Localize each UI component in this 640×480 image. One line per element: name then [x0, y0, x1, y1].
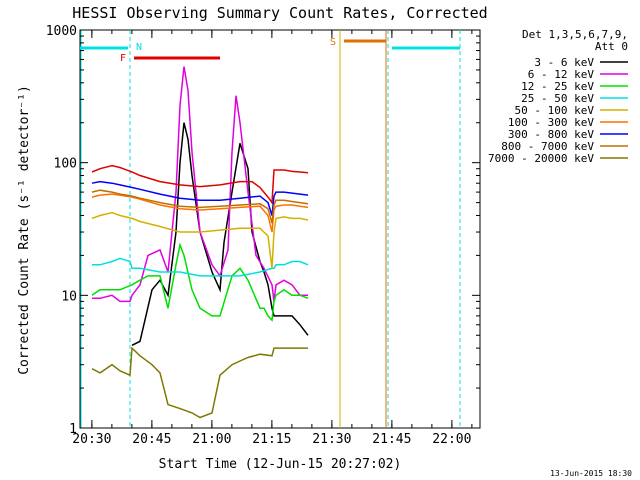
legend-label-1: 6 - 12 keV	[528, 68, 595, 81]
y-tick-label-1: 10	[61, 289, 77, 304]
x-tick-label-3: 21:15	[252, 432, 291, 447]
legend-header-line2: Att 0	[595, 40, 628, 53]
x-tick-label-5: 21:45	[372, 432, 411, 447]
legend-label-5: 100 - 300 keV	[508, 116, 594, 129]
legend-label-6: 300 - 800 keV	[508, 128, 594, 141]
x-tick-label-0: 20:30	[72, 432, 111, 447]
flag-label-s: S	[330, 37, 336, 48]
legend-label-2: 12 - 25 keV	[521, 80, 594, 93]
y-tick-label-0: 1	[69, 422, 77, 437]
x-tick-label-6: 22:00	[432, 432, 471, 447]
x-tick-label-1: 20:45	[132, 432, 171, 447]
series-4-seg-0	[91, 211, 309, 269]
legend-label-7: 800 - 7000 keV	[501, 140, 594, 153]
x-tick-label-4: 21:30	[312, 432, 351, 447]
series-6-seg-0	[91, 180, 309, 216]
series-group	[91, 66, 309, 419]
legend-label-0: 3 - 6 keV	[534, 56, 594, 69]
x-tick-label-2: 21:00	[192, 432, 231, 447]
series-1-seg-0	[92, 66, 308, 303]
legend-label-4: 50 - 100 keV	[515, 104, 595, 117]
legend-header-line1: Det 1,3,5,6,7,9,	[522, 28, 628, 41]
legend-label-3: 25 - 50 keV	[521, 92, 594, 105]
series-0-seg-0	[131, 122, 309, 346]
plot-frame	[79, 29, 481, 429]
axes-group: 1 10 100 1000 20:30 20:45 21:00 21:15 21:30 21:45…	[46, 24, 480, 447]
series-red-seg-0	[91, 164, 309, 205]
series-5-seg-0	[91, 193, 309, 233]
chart-title: HESSI Observing Summary Count Rates, Cor…	[72, 4, 487, 22]
footer-date: 13-Jun-2015 18:30	[550, 469, 632, 478]
flag-label-n: N	[136, 42, 142, 53]
legend-label-8: 7000 - 20000 keV	[488, 152, 594, 165]
series-2-seg-0	[91, 242, 309, 322]
flag-label-f: F	[120, 53, 126, 64]
y-tick-label-2: 100	[54, 157, 77, 172]
y-tick-label-3: 1000	[46, 24, 77, 39]
x-axis-label: Start Time (12-Jun-15 20:27:02)	[159, 457, 402, 472]
background-lines: NF S	[80, 30, 461, 428]
y-axis-label: Corrected Count Rate (s⁻¹ detector⁻¹)	[17, 85, 32, 375]
series-3-seg-0	[92, 257, 309, 277]
series-8-seg-0	[91, 346, 308, 419]
series-7-seg-0	[91, 189, 309, 224]
